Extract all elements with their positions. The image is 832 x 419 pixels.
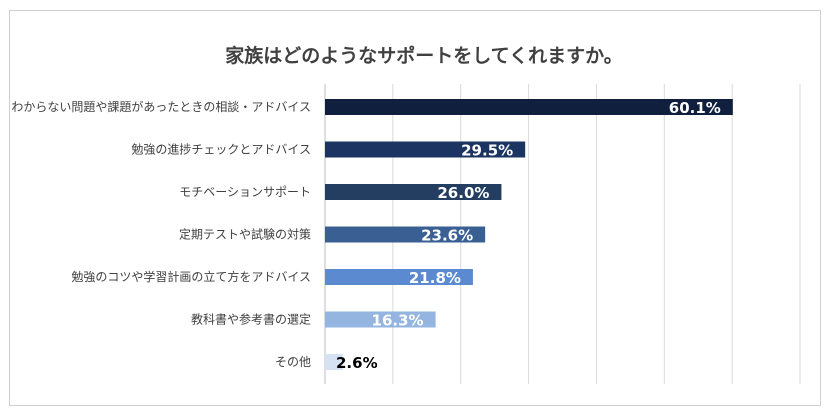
value-label-5: 21.8% xyxy=(409,269,461,287)
bar-7 xyxy=(325,354,343,370)
category-label-6: 教科書や参考書の選定 xyxy=(191,312,311,327)
category-label-4: 定期テストや試験の対策 xyxy=(179,227,311,242)
gridlines xyxy=(324,84,801,384)
bar-2 xyxy=(325,141,526,158)
bar-4 xyxy=(325,226,486,243)
category-label-1: わからない問題や課題があったときの相談・アドバイス xyxy=(11,99,311,114)
category-labels: わからない問題や課題があったときの相談・アドバイス勉強の進捗チェックとアドバイス… xyxy=(11,99,311,369)
value-label-3: 26.0% xyxy=(437,184,489,202)
chart-frame xyxy=(9,10,821,406)
bar-3 xyxy=(325,184,502,200)
bar-6 xyxy=(325,311,436,328)
value-label-2: 29.5% xyxy=(461,142,513,160)
bar-1 xyxy=(325,99,733,115)
bar-5 xyxy=(325,269,473,285)
value-label-1: 60.1% xyxy=(669,99,721,117)
value-label-6: 16.3% xyxy=(372,312,424,330)
category-label-2: 勉強の進捗チェックとアドバイス xyxy=(131,143,311,157)
bars xyxy=(325,99,733,370)
category-label-5: 勉強のコツや学習計画の立て方をアドバイス xyxy=(71,269,311,284)
category-label-3: モチベーションサポート xyxy=(179,185,311,199)
value-label-7: 2.6% xyxy=(336,354,378,372)
category-label-7: その他 xyxy=(275,355,311,369)
chart-title: 家族はどのようなサポートをしてくれますか。 xyxy=(225,44,622,67)
value-labels: 60.1% 29.5% 26.0% 23.6% 21.8% 16.3% 2.6% xyxy=(336,99,721,372)
value-label-4: 23.6% xyxy=(421,227,473,245)
